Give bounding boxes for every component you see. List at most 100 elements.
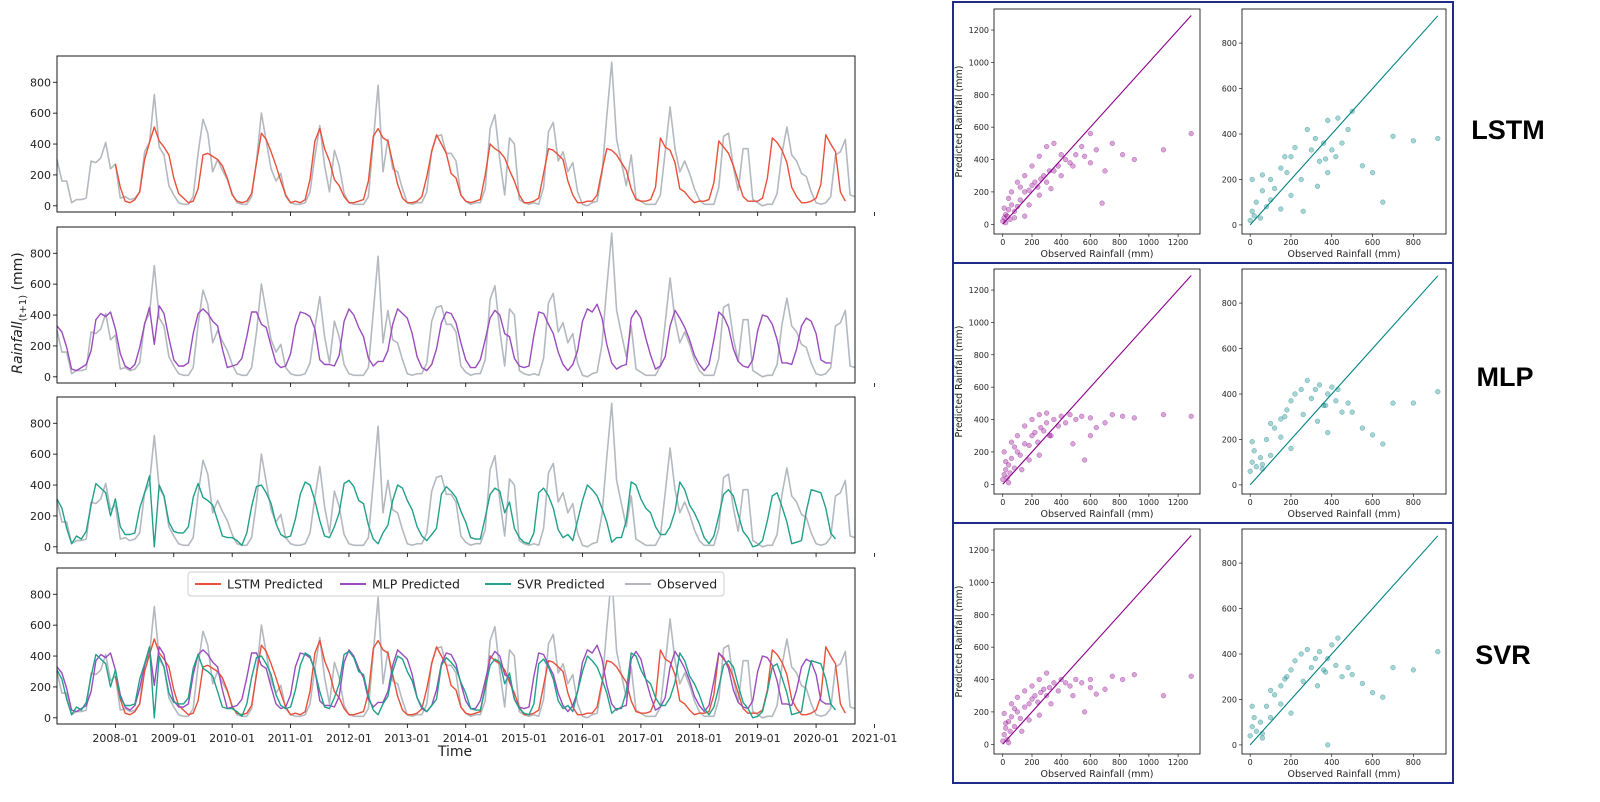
scatter-point	[1300, 411, 1306, 418]
scatter-point	[1300, 208, 1306, 214]
scatter-point	[1292, 658, 1298, 664]
y-tick-label: 200	[974, 448, 989, 457]
x-tick-label: 1200	[1168, 758, 1188, 767]
scatter-point	[1046, 684, 1053, 691]
scatter-point	[1119, 676, 1126, 683]
y-tick-label: 1000	[969, 578, 989, 587]
y-tick-label: 0	[44, 200, 51, 213]
y-axis-label-sub: (t+1)	[18, 295, 29, 322]
scatter-point	[1345, 400, 1351, 406]
scatter-point	[1003, 720, 1009, 726]
scatter-point	[1022, 173, 1028, 179]
scatter-point	[1390, 400, 1396, 406]
scatter-point	[1003, 725, 1009, 731]
scatter-point	[1032, 179, 1038, 185]
x-tick-label: 200	[1024, 498, 1039, 507]
scatter-point	[1263, 703, 1270, 709]
scatter-point	[1339, 674, 1345, 680]
y-tick-label: 200	[1222, 435, 1237, 444]
scatter-point	[1253, 464, 1259, 470]
scatter-point	[1322, 669, 1329, 675]
scatter-svr-train: 0 200 400 600 800 1000 1200 0 200 400 600 800 1000 12…	[954, 528, 1201, 780]
x-axis-label: Observed Rainfall (mm)	[1041, 509, 1154, 520]
y-tick-label: 800	[1222, 39, 1237, 48]
scatter-point	[1102, 168, 1108, 174]
series-line-mlp-predicted	[56, 303, 831, 372]
scatter-point	[1271, 425, 1278, 431]
one-to-one-line	[1002, 275, 1192, 485]
scatter-point	[1278, 683, 1284, 689]
scatter-point	[1093, 691, 1099, 697]
scatter-point	[1304, 377, 1310, 384]
y-tick-label: 1000	[969, 58, 989, 67]
x-tick-label: 600	[1083, 758, 1098, 767]
y-tick-label: 0	[984, 480, 989, 489]
x-tick-label: 2013-01	[384, 732, 430, 745]
x-axis-label: Observed Rainfall (mm)	[1288, 509, 1401, 520]
scatter-point	[1043, 670, 1050, 676]
scatter-point	[1160, 412, 1167, 418]
scatter-point	[1292, 391, 1298, 397]
x-tick-label: 2010-01	[209, 732, 255, 745]
scatter-point	[1410, 667, 1417, 673]
scatter-point	[1093, 424, 1099, 431]
scatter-point	[1029, 416, 1035, 423]
x-tick-label: 2008-01	[92, 732, 138, 745]
scatter-point	[1119, 152, 1126, 158]
scatter-point	[1259, 172, 1266, 178]
plot-frame	[1241, 528, 1447, 755]
scatter-point	[1267, 176, 1274, 183]
y-axis-label: Predicted Rainfall (mm)	[954, 66, 965, 178]
one-to-one-line	[1249, 535, 1439, 746]
scatter-point	[1011, 706, 1018, 712]
scatter-point	[1369, 169, 1376, 176]
scatter-point	[1048, 186, 1054, 192]
scatter-point	[1322, 156, 1329, 162]
scatter-point	[1067, 683, 1073, 689]
scatter-point	[1359, 163, 1366, 169]
y-tick-label: 1000	[969, 318, 989, 327]
scatter-point	[1017, 197, 1023, 203]
scatter-point	[1312, 655, 1319, 662]
legend: LSTM Predicted MLP Predicted SVR Predicted…	[187, 571, 725, 597]
x-tick-label: 800	[1406, 498, 1421, 507]
scatter-point	[1359, 425, 1366, 431]
scatter-point	[1026, 717, 1032, 723]
x-tick-label: 2015-01	[501, 732, 547, 745]
x-tick-label: 200	[1024, 758, 1039, 767]
x-tick-label: 400	[1054, 758, 1069, 767]
scatter-point	[1282, 676, 1288, 682]
scatter-point	[1070, 693, 1076, 699]
x-tick-label: 2016-01	[560, 732, 606, 745]
legend-entry-lstm-predicted: LSTM Predicted	[227, 577, 323, 592]
scatter-point	[1081, 709, 1088, 715]
y-tick-label: 800	[974, 91, 989, 100]
scatter-point	[1070, 441, 1076, 447]
scatter-point	[1380, 199, 1386, 205]
scatter-point	[1026, 457, 1032, 463]
scatter-point	[1259, 188, 1266, 194]
y-tick-label: 600	[30, 619, 51, 632]
plot-frame	[56, 226, 856, 384]
y-tick-label: 600	[1222, 605, 1237, 614]
scatter-point	[1349, 409, 1355, 415]
y-tick-label: 400	[30, 650, 51, 663]
scatter-point	[1022, 189, 1028, 195]
scatter-point	[1011, 215, 1018, 221]
y-tick-label: 1200	[969, 546, 989, 555]
scatter-point	[1267, 452, 1274, 459]
scatter-point	[1051, 680, 1057, 686]
scatter-point	[1055, 688, 1061, 694]
scatter-point	[1001, 449, 1007, 455]
x-tick-label: 1000	[1139, 238, 1159, 247]
series-line-observed	[56, 402, 856, 548]
scatter-point	[1008, 455, 1015, 462]
scatter-point	[1312, 135, 1319, 142]
scatter-point	[1329, 384, 1335, 390]
scatter-point	[1014, 433, 1021, 439]
scatter-point	[1073, 676, 1079, 683]
plot-frame	[56, 396, 856, 554]
scatter-point	[1032, 693, 1038, 699]
y-tick-label: 200	[30, 169, 51, 182]
scatter-point	[1325, 391, 1331, 397]
